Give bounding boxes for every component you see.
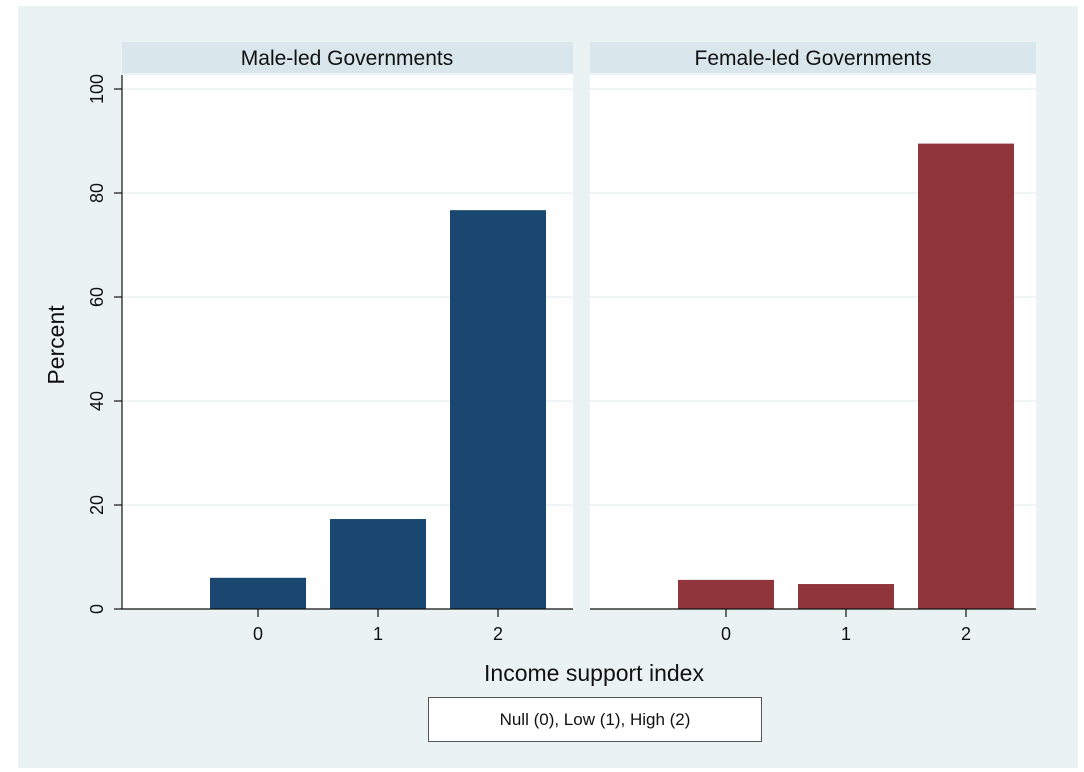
- legend-text: Null (0), Low (1), High (2): [499, 709, 691, 729]
- bar-female-2: [918, 143, 1014, 609]
- bar-female-0: [678, 579, 774, 609]
- x-tick-label-female: 2: [961, 624, 971, 644]
- y-tick-label: 40: [87, 391, 107, 411]
- y-axis-title: Percent: [43, 305, 69, 385]
- x-tick-label-male: 1: [373, 624, 383, 644]
- y-tick-label: 0: [87, 604, 107, 614]
- x-tick-label-female: 1: [841, 624, 851, 644]
- y-tick-label: 80: [87, 183, 107, 203]
- bar-male-1: [330, 519, 426, 609]
- panel-male-header: [122, 42, 573, 73]
- bar-male-0: [210, 577, 306, 609]
- panel-female-title: Female-led Governments: [695, 47, 932, 70]
- x-tick-label-male: 2: [493, 624, 503, 644]
- panel-male-title: Male-led Governments: [241, 47, 453, 70]
- bar-male-2: [450, 210, 546, 609]
- x-tick-label-female: 0: [721, 624, 731, 644]
- bar-female-1: [798, 584, 894, 609]
- y-tick-label: 100: [87, 74, 107, 104]
- y-tick-label: 60: [87, 287, 107, 307]
- legend: Null (0), Low (1), High (2): [428, 697, 762, 742]
- y-tick-label: 20: [87, 495, 107, 515]
- x-tick-label-male: 0: [253, 624, 263, 644]
- panel-female-header: [590, 42, 1036, 73]
- x-axis-title: Income support index: [484, 660, 704, 686]
